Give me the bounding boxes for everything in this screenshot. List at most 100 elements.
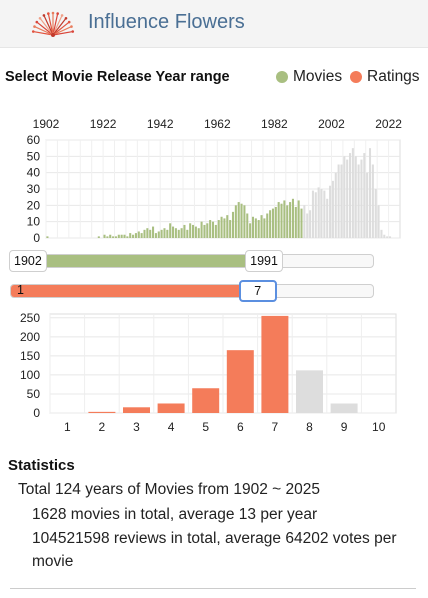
year-bar xyxy=(223,218,226,238)
year-bar xyxy=(217,220,220,238)
rating-histogram-chart[interactable]: 0 50 100 150 200 250 1 2 3 4 5 6 7 8 9 10 xyxy=(0,308,428,440)
year-bar xyxy=(214,224,217,238)
rating-chart-x-tick: 6 xyxy=(237,420,244,434)
rating-chart-y-tick: 50 xyxy=(27,387,41,401)
year-bar xyxy=(140,233,143,238)
year-chart-x-tick: 1962 xyxy=(204,117,231,131)
year-chart-x-tick: 1902 xyxy=(33,117,60,131)
year-bar xyxy=(211,221,215,238)
year-bar xyxy=(152,226,155,238)
year-bar xyxy=(237,202,240,238)
year-bar xyxy=(309,210,312,238)
year-bar xyxy=(351,148,354,238)
legend-item-ratings[interactable]: Ratings xyxy=(350,68,420,86)
selector-title: Select Movie Release Year range xyxy=(5,69,230,85)
legend-label-movies: Movies xyxy=(293,68,343,85)
rating-chart-x-tick: 4 xyxy=(168,420,175,434)
legend-label-ratings: Ratings xyxy=(367,68,420,85)
rating-chart-y-tick: 250 xyxy=(20,311,40,325)
year-bar xyxy=(126,236,129,238)
year-chart-y-tick: 40 xyxy=(27,166,41,180)
year-bar xyxy=(189,223,192,238)
rating-slider-max-handle[interactable]: 7 xyxy=(238,280,277,302)
rating-bar xyxy=(123,407,150,413)
rating-range-slider[interactable]: 1 7 xyxy=(10,280,374,302)
app-title: Influence Flowers xyxy=(88,11,245,33)
year-bar xyxy=(269,210,272,238)
rating-slider-fill xyxy=(11,285,243,297)
year-bar xyxy=(271,208,274,238)
year-bar xyxy=(383,234,386,238)
year-chart-y-tick: 50 xyxy=(27,149,41,163)
flower-fan-icon xyxy=(31,11,75,37)
year-range-slider[interactable]: 1902 1991 xyxy=(9,250,374,272)
rating-chart-x-tick: 1 xyxy=(64,420,71,434)
year-bar xyxy=(240,203,243,238)
rating-chart-x-tick: 10 xyxy=(372,420,386,434)
year-bar xyxy=(203,224,206,238)
year-bar xyxy=(354,156,357,238)
year-bar xyxy=(386,236,389,238)
year-bar xyxy=(343,156,346,238)
year-bar xyxy=(289,202,292,238)
year-bar xyxy=(97,236,100,238)
year-chart-x-tick: 2022 xyxy=(375,117,402,131)
year-bar xyxy=(246,213,249,238)
year-bar xyxy=(300,208,303,238)
year-bar xyxy=(243,205,246,238)
year-bar xyxy=(371,164,374,238)
year-bar xyxy=(291,198,294,238)
year-bar xyxy=(220,216,223,238)
year-bar xyxy=(357,164,360,238)
year-bar xyxy=(283,200,286,238)
year-bar xyxy=(249,223,252,238)
rating-bar xyxy=(261,315,289,413)
rating-chart-y-tick: 100 xyxy=(20,368,40,382)
rating-chart-x-tick: 8 xyxy=(306,420,313,434)
year-bar xyxy=(314,192,317,238)
year-bar xyxy=(263,218,266,238)
app-header: Influence Flowers xyxy=(0,0,428,48)
year-bar xyxy=(194,226,197,238)
rating-chart-y-tick: 0 xyxy=(33,406,40,420)
statistics-total: Total 124 years of Movies from 1902 ~ 20… xyxy=(18,481,320,498)
year-histogram-chart[interactable]: 0 10 20 30 40 50 60 1902 1922 1942 1962 1982 2002 202… xyxy=(0,112,428,248)
rating-bar xyxy=(192,388,220,413)
rating-bar xyxy=(296,370,323,413)
year-bar xyxy=(334,172,337,238)
year-bar xyxy=(172,226,175,238)
year-bar xyxy=(109,234,112,238)
rating-bar xyxy=(157,403,185,413)
year-bar xyxy=(229,220,232,238)
year-bar xyxy=(177,229,180,238)
rating-slider-min-handle[interactable]: 1 xyxy=(17,283,24,297)
year-bar xyxy=(326,198,329,238)
year-slider-fill xyxy=(11,255,258,267)
year-bar xyxy=(123,234,126,238)
statistics-movies: 1628 movies in total, average 13 per yea… xyxy=(32,506,318,523)
year-bar xyxy=(191,224,195,238)
year-bar xyxy=(340,164,343,238)
rating-chart-x-tick: 2 xyxy=(99,420,106,434)
legend-item-movies[interactable]: Movies xyxy=(276,68,342,86)
year-bar xyxy=(186,229,189,238)
rating-chart-x-tick: 5 xyxy=(202,420,209,434)
rating-chart-y-tick: 200 xyxy=(20,330,40,344)
rating-chart-x-tick: 3 xyxy=(133,420,140,434)
year-bar xyxy=(377,205,380,238)
year-slider-min-handle[interactable]: 1902 xyxy=(9,250,47,272)
year-bar xyxy=(166,229,169,238)
year-bar xyxy=(374,189,377,238)
year-slider-max-handle[interactable]: 1991 xyxy=(245,250,283,272)
year-bar xyxy=(311,190,314,238)
year-bar xyxy=(331,180,334,238)
year-bar xyxy=(254,218,257,238)
year-bar xyxy=(380,229,383,238)
year-bar xyxy=(103,234,106,238)
year-chart-x-tick: 1942 xyxy=(147,117,174,131)
year-bar xyxy=(337,164,340,238)
year-bar xyxy=(366,172,369,238)
year-bar xyxy=(320,189,323,238)
year-bar xyxy=(46,236,49,238)
year-bar xyxy=(209,220,212,238)
